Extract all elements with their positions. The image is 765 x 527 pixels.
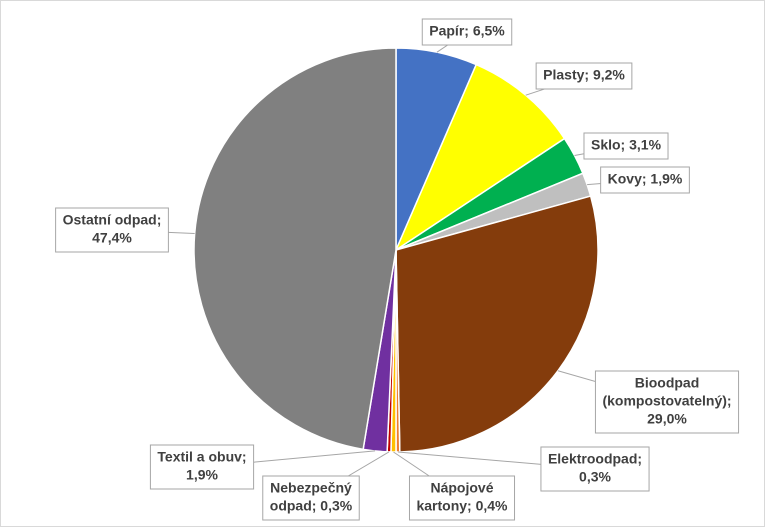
data-label: odpad; 0,3% xyxy=(270,498,353,514)
data-label: kartony; 0,4% xyxy=(416,498,508,514)
data-label: Plasty; 9,2% xyxy=(543,67,625,83)
data-label: Nápojové xyxy=(430,480,493,496)
data-label: Bioodpad xyxy=(635,375,700,391)
data-label: Elektroodpad; xyxy=(548,451,642,467)
labels: Papír; 6,5% Plasty; 9,2% Sklo; 3,1% Kovy; 1… xyxy=(55,18,740,521)
data-label: 47,4% xyxy=(92,230,132,246)
label-box xyxy=(149,444,255,490)
pie-slice xyxy=(193,47,397,451)
label-box xyxy=(535,62,633,90)
data-label: Textil a obuv; xyxy=(157,449,246,465)
data-label: Sklo; 3,1% xyxy=(591,137,662,153)
data-label: 1,9% xyxy=(186,467,218,483)
label-box xyxy=(594,370,740,434)
label-box xyxy=(583,132,669,160)
label-box xyxy=(55,207,169,253)
data-label: 29,0% xyxy=(647,411,687,427)
label-box xyxy=(408,475,516,521)
label-box xyxy=(421,18,513,46)
data-label: Papír; 6,5% xyxy=(429,23,505,39)
data-label: Ostatní odpad; xyxy=(63,212,162,228)
data-label: (kompostovatelný); xyxy=(602,393,731,409)
pie-slice xyxy=(395,195,599,453)
data-label: Nebezpečný xyxy=(270,480,352,496)
data-label: 0,3% xyxy=(579,469,611,485)
label-box xyxy=(262,475,360,521)
label-box xyxy=(600,166,690,194)
pie xyxy=(193,47,599,453)
label-box xyxy=(540,446,650,492)
data-label: Kovy; 1,9% xyxy=(608,171,683,187)
